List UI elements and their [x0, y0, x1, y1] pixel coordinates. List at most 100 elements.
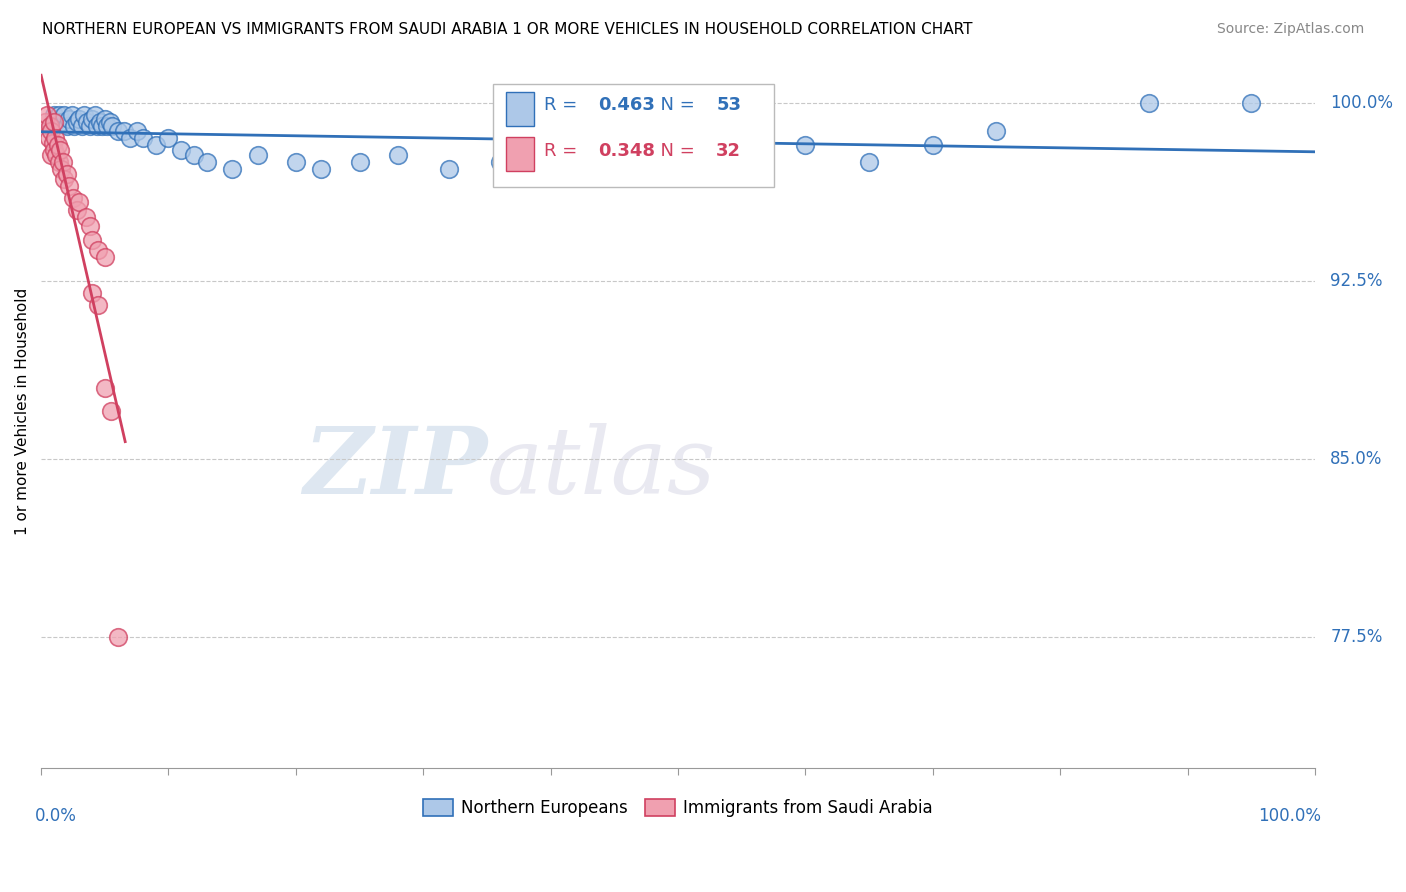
Point — [349, 155, 371, 169]
Point — [540, 162, 562, 177]
Point — [100, 404, 122, 418]
Point — [731, 148, 754, 162]
Point — [46, 138, 69, 153]
Text: 0.348: 0.348 — [598, 142, 655, 160]
Point — [246, 148, 269, 162]
Point — [858, 155, 880, 169]
Point — [94, 381, 117, 395]
Point — [87, 297, 110, 311]
Point — [48, 155, 70, 169]
Text: 92.5%: 92.5% — [1330, 272, 1382, 290]
Point — [94, 112, 117, 127]
Text: atlas: atlas — [486, 424, 717, 514]
Point — [387, 148, 409, 162]
Text: 85.0%: 85.0% — [1330, 450, 1382, 468]
Point — [42, 107, 65, 121]
Point — [67, 195, 90, 210]
FancyBboxPatch shape — [494, 84, 773, 187]
Point — [96, 120, 118, 134]
Text: 53: 53 — [716, 95, 741, 114]
Point — [112, 124, 135, 138]
Point — [107, 124, 129, 138]
Point — [107, 630, 129, 644]
Text: N =: N = — [648, 95, 700, 114]
Point — [45, 148, 67, 162]
Point — [921, 138, 943, 153]
Point — [86, 120, 108, 134]
Point — [80, 112, 103, 127]
Point — [794, 138, 817, 153]
Point — [34, 114, 56, 128]
Point — [49, 143, 72, 157]
Point — [41, 136, 63, 150]
Point — [125, 124, 148, 138]
Point — [170, 143, 193, 157]
Legend: Northern Europeans, Immigrants from Saudi Arabia: Northern Europeans, Immigrants from Saud… — [416, 792, 939, 823]
Point — [603, 155, 626, 169]
Point — [89, 114, 111, 128]
Point — [51, 162, 73, 177]
Point — [284, 155, 307, 169]
Point — [38, 131, 60, 145]
Point — [52, 155, 75, 169]
Point — [42, 143, 65, 157]
Point — [62, 191, 84, 205]
Point — [986, 124, 1008, 138]
Text: N =: N = — [648, 142, 700, 160]
Text: R =: R = — [544, 142, 583, 160]
Text: Source: ZipAtlas.com: Source: ZipAtlas.com — [1216, 22, 1364, 37]
Point — [80, 285, 103, 300]
Point — [70, 120, 93, 134]
Point — [63, 120, 86, 134]
Point — [48, 107, 70, 121]
Y-axis label: 1 or more Vehicles in Household: 1 or more Vehicles in Household — [15, 288, 30, 535]
Point — [195, 155, 218, 169]
Point — [183, 148, 205, 162]
Point — [42, 114, 65, 128]
Point — [132, 131, 155, 145]
Point — [221, 162, 243, 177]
Text: 77.5%: 77.5% — [1330, 628, 1382, 646]
Point — [37, 107, 59, 121]
Point — [39, 148, 62, 162]
Point — [76, 114, 98, 128]
Point — [145, 138, 167, 153]
Point — [437, 162, 460, 177]
Point — [83, 107, 105, 121]
Point — [44, 131, 66, 145]
FancyBboxPatch shape — [506, 92, 534, 127]
Point — [53, 107, 76, 121]
Point — [73, 107, 96, 121]
Text: 32: 32 — [716, 142, 741, 160]
FancyBboxPatch shape — [506, 137, 534, 171]
Point — [157, 131, 180, 145]
Point — [80, 234, 103, 248]
Text: 100.0%: 100.0% — [1258, 807, 1322, 825]
Point — [75, 210, 97, 224]
Point — [488, 155, 510, 169]
Point — [666, 148, 689, 162]
Point — [39, 124, 62, 138]
Text: R =: R = — [544, 95, 583, 114]
Point — [58, 112, 80, 127]
Text: 100.0%: 100.0% — [1330, 94, 1393, 112]
Point — [87, 243, 110, 257]
Point — [66, 202, 89, 217]
Point — [58, 178, 80, 193]
Point — [55, 120, 77, 134]
Point — [101, 120, 124, 134]
Point — [60, 107, 83, 121]
Point — [120, 131, 142, 145]
Text: 0.463: 0.463 — [598, 95, 655, 114]
Text: ZIP: ZIP — [302, 424, 486, 514]
Point — [311, 162, 333, 177]
Point — [94, 250, 117, 264]
Point — [55, 167, 77, 181]
Point — [79, 219, 101, 234]
Point — [91, 120, 114, 134]
Point — [45, 114, 67, 128]
Text: 0.0%: 0.0% — [35, 807, 76, 825]
Point — [1137, 95, 1160, 110]
Text: NORTHERN EUROPEAN VS IMMIGRANTS FROM SAUDI ARABIA 1 OR MORE VEHICLES IN HOUSEHOL: NORTHERN EUROPEAN VS IMMIGRANTS FROM SAU… — [42, 22, 973, 37]
Point — [66, 114, 89, 128]
